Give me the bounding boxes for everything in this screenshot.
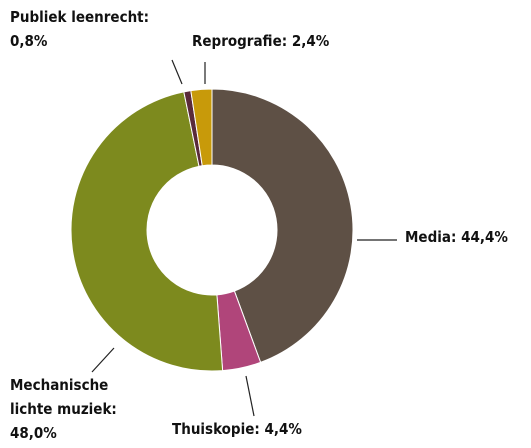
slice: [70, 91, 224, 372]
leader-line: [245, 375, 255, 417]
leader-line: [171, 59, 183, 85]
data-label: Media: 44,4%: [405, 228, 508, 246]
slice: [190, 88, 213, 167]
data-label: Mechanische lichte muziek: 48,0%: [10, 376, 117, 442]
data-label: Reprografie: 2,4%: [192, 32, 330, 50]
leader-line: [91, 347, 115, 373]
data-label: Thuiskopie: 4,4%: [172, 420, 302, 438]
slice: [211, 88, 354, 364]
data-label: Publiek leenrecht: 0,8%: [10, 8, 149, 50]
